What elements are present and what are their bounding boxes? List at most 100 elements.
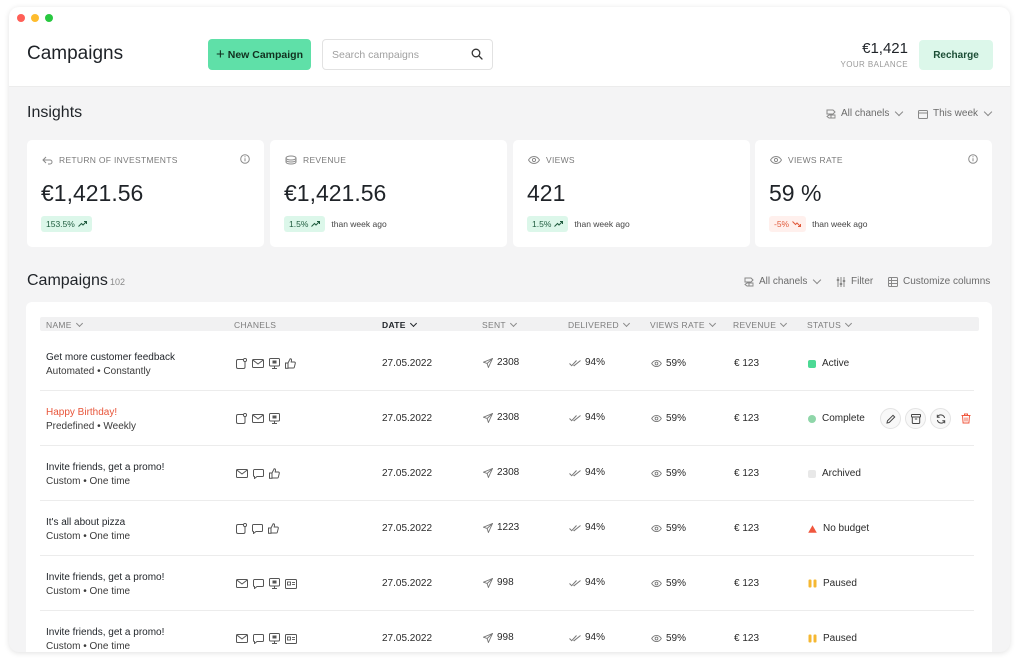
views-rate-cell: 59% xyxy=(651,468,686,479)
chat-icon xyxy=(252,523,263,534)
chevron-down-icon xyxy=(845,319,853,328)
campaign-type: Predefined • Weekly xyxy=(46,421,137,432)
campaign-name[interactable]: Happy Birthday! xyxy=(46,407,118,418)
chevron-down-icon xyxy=(780,319,788,328)
eye-icon xyxy=(651,580,662,587)
table-row[interactable]: Get more customer feedback Automated • C… xyxy=(40,336,974,391)
insight-card-label: VIEWS RATE xyxy=(770,155,843,165)
column-header-name[interactable]: NAME xyxy=(46,319,83,330)
column-header-revenue[interactable]: REVENUE xyxy=(733,319,788,330)
channels-cell xyxy=(236,578,297,589)
column-header-views-rate[interactable]: VIEWS RATE xyxy=(650,319,716,330)
change-note: than week ago xyxy=(331,219,387,229)
sent-cell: 998 xyxy=(483,632,514,643)
campaign-name-cell[interactable]: It's all about pizza Custom • One time xyxy=(46,517,130,542)
coins-icon xyxy=(285,155,297,165)
column-header-delivered[interactable]: DELIVERED xyxy=(568,319,630,330)
archive-icon[interactable] xyxy=(905,408,926,429)
search-box[interactable] xyxy=(322,39,493,70)
delivered-cell: 94% xyxy=(569,577,605,588)
customize-columns-button[interactable]: Customize columns xyxy=(888,276,990,287)
table-row[interactable]: Invite friends, get a promo! Custom • On… xyxy=(40,611,974,652)
search-icon[interactable] xyxy=(471,48,483,60)
campaign-name-cell[interactable]: Invite friends, get a promo! Custom • On… xyxy=(46,627,164,652)
table-row[interactable]: Happy Birthday! Predefined • Weekly 27.0… xyxy=(40,391,974,446)
campaign-name-cell[interactable]: Happy Birthday! Predefined • Weekly xyxy=(46,407,136,432)
pause-icon xyxy=(808,634,817,643)
views-rate-cell: 59% xyxy=(651,633,686,644)
channels-cell xyxy=(236,358,296,369)
status-label: No budget xyxy=(823,523,870,534)
plus-icon: + xyxy=(215,46,225,63)
insights-channel-filter[interactable]: All chanels xyxy=(826,107,904,119)
chevron-down-icon xyxy=(983,107,993,117)
campaign-name[interactable]: Invite friends, get a promo! xyxy=(46,462,165,473)
channels-cell xyxy=(236,413,280,424)
delivered-value: 94% xyxy=(585,522,606,533)
column-header-sent[interactable]: SENT xyxy=(482,319,517,330)
edit-icon[interactable] xyxy=(880,408,901,429)
date-cell: 27.05.2022 xyxy=(382,468,433,479)
insight-card-label: RETURN OF INVESTMENTS xyxy=(42,155,178,165)
eye-icon xyxy=(651,635,662,642)
campaign-name-cell[interactable]: Invite friends, get a promo! Custom • On… xyxy=(46,572,164,597)
new-campaign-label: New Campaign xyxy=(227,48,304,61)
sliders-icon xyxy=(836,276,846,287)
push-notification-icon xyxy=(236,523,247,534)
channels-icon xyxy=(826,109,836,119)
campaign-name[interactable]: It's all about pizza xyxy=(46,517,126,528)
campaign-name[interactable]: Get more customer feedback xyxy=(46,352,175,363)
table-row[interactable]: Invite friends, get a promo! Custom • On… xyxy=(40,446,974,501)
send-icon xyxy=(483,412,493,423)
search-input[interactable] xyxy=(332,48,462,61)
chevron-down-icon xyxy=(409,319,417,328)
views-rate-cell: 59% xyxy=(651,578,686,589)
change-note: than week ago xyxy=(574,219,630,229)
trend-up-icon xyxy=(311,221,321,227)
insights-period-filter[interactable]: This week xyxy=(918,107,993,119)
channels-icon xyxy=(744,277,754,287)
change-value: 153.5% xyxy=(46,219,75,229)
new-campaign-button[interactable]: + New Campaign xyxy=(208,39,311,70)
column-header-status[interactable]: STATUS xyxy=(807,319,853,330)
return-icon xyxy=(42,156,53,164)
calendar-icon xyxy=(918,109,928,119)
push-notification-icon xyxy=(236,358,247,369)
sent-cell: 1223 xyxy=(483,522,519,533)
info-icon[interactable] xyxy=(968,154,978,164)
campaign-name-cell[interactable]: Invite friends, get a promo! Custom • On… xyxy=(46,462,164,487)
sent-cell: 2308 xyxy=(483,357,519,368)
minimize-window-button[interactable] xyxy=(31,14,39,22)
column-header-label: VIEWS RATE xyxy=(650,320,705,330)
change-note: than week ago xyxy=(812,219,868,229)
insight-card-footer: -5% than week ago xyxy=(769,216,867,232)
eye-icon xyxy=(651,415,662,422)
campaign-name[interactable]: Invite friends, get a promo! xyxy=(46,627,165,638)
status-cell: No budget xyxy=(808,523,869,534)
table-row[interactable]: Invite friends, get a promo! Custom • On… xyxy=(40,556,974,611)
status-indicator xyxy=(808,414,816,423)
campaigns-title: Campaigns 102 xyxy=(27,272,125,290)
campaigns-count: 102 xyxy=(109,277,125,287)
display-icon xyxy=(269,578,280,589)
column-header-date[interactable]: DATE xyxy=(382,319,417,330)
refresh-icon[interactable] xyxy=(930,408,951,429)
campaign-name-cell[interactable]: Get more customer feedback Automated • C… xyxy=(46,352,175,377)
recharge-button[interactable]: Recharge xyxy=(919,40,993,70)
display-icon xyxy=(269,413,280,424)
table-row[interactable]: It's all about pizza Custom • One time 2… xyxy=(40,501,974,556)
delete-icon[interactable] xyxy=(955,408,976,429)
change-value: -5% xyxy=(774,219,790,229)
email-icon xyxy=(236,469,248,478)
filter-button[interactable]: Filter xyxy=(836,276,873,287)
maximize-window-button[interactable] xyxy=(45,14,53,22)
trend-up-icon xyxy=(77,221,87,227)
wallet-icon xyxy=(285,578,297,589)
insight-card-roi: RETURN OF INVESTMENTS €1,421.56 153.5% xyxy=(27,140,264,247)
close-window-button[interactable] xyxy=(17,14,25,22)
date-cell: 27.05.2022 xyxy=(382,358,433,369)
sent-value: 2308 xyxy=(497,357,520,368)
campaigns-channel-filter[interactable]: All chanels xyxy=(744,275,822,287)
campaign-name[interactable]: Invite friends, get a promo! xyxy=(46,572,165,583)
info-icon[interactable] xyxy=(240,154,250,164)
